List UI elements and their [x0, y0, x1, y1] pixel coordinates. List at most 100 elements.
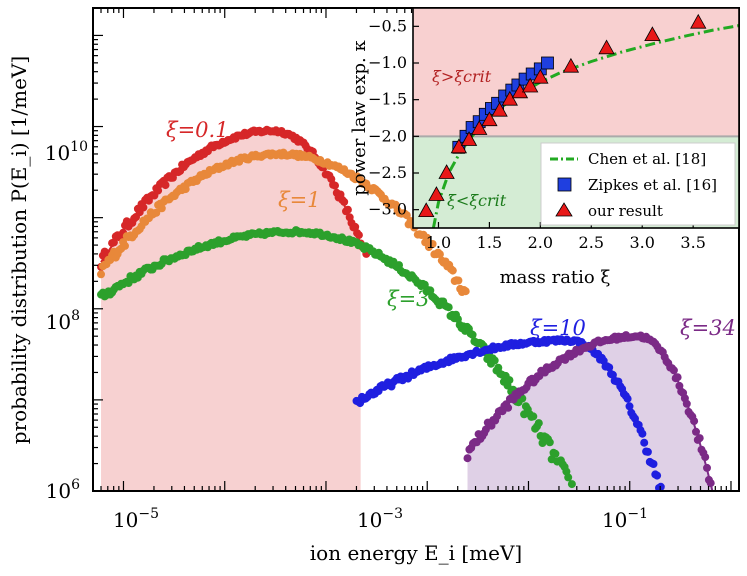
inset-point-ours-11 [532, 68, 549, 84]
inset-y-tick-label: −3.0 [368, 200, 407, 219]
main-y-ticks: 106 108 1010 [45, 139, 88, 503]
inset-region-below-label: ξ<ξcrit [447, 191, 507, 210]
data-point-3-147 [623, 394, 632, 403]
data-point-3-148 [625, 402, 634, 411]
series-label-xi-10: ξ=10 [530, 316, 586, 340]
inset-point-ours-10 [521, 77, 539, 93]
shaded-area-0 [101, 130, 361, 491]
data-point-4-129 [701, 453, 710, 462]
main-shaded-areas [101, 130, 727, 491]
inset-x-tick-label: 2.0 [528, 233, 553, 252]
inset-point-ours-3 [450, 138, 468, 154]
inset-point-ours-2 [438, 164, 455, 179]
data-point-4-0 [463, 454, 472, 463]
data-point-0-7 [109, 238, 118, 247]
y-tick-label-1e8: 108 [46, 308, 80, 334]
inset-point-ours-6 [481, 111, 498, 127]
data-point-2-216 [494, 363, 503, 372]
data-point-0-31 [154, 186, 163, 195]
data-point-1-0 [97, 270, 105, 279]
x-tick-label-1e-5: 10−5 [113, 506, 159, 532]
y-tick-label-1e6: 106 [46, 477, 80, 503]
shaded-area-4 [467, 336, 727, 491]
inset-point-ours-5 [471, 120, 488, 135]
data-point-4-119 [682, 399, 691, 408]
data-point-1-13 [121, 241, 129, 250]
inset-x-tick-label: 2.5 [579, 233, 604, 252]
data-point-2-238 [534, 419, 543, 428]
data-point-4-114 [673, 373, 682, 382]
inset-point-ours-0 [418, 202, 435, 218]
data-point-2-235 [529, 412, 538, 421]
inset-point-ours-13 [598, 39, 615, 55]
data-point-4-22 [504, 403, 513, 412]
inset-ticks: 1.0 1.5 2.0 2.5 3.0 3.5 −3.0 −2.5 −2.0 −1.5 −1.0 −0… [368, 16, 706, 252]
inset-x-axis-label: mass ratio ξ [500, 267, 611, 288]
data-point-0-127 [331, 181, 339, 190]
inset-plot: 1.0 1.5 2.0 2.5 3.0 3.5 −3.0 −2.5 −2.0 −1.5 −1.0 −0… [349, 7, 740, 288]
legend-label-zipkes: Zipkes et al. [16] [588, 176, 717, 194]
data-point-1-184 [435, 250, 444, 259]
data-point-4-124 [692, 427, 700, 436]
data-point-0-134 [343, 205, 352, 214]
data-point-2-244 [545, 438, 554, 447]
data-point-2-247 [551, 449, 560, 458]
inset-point-ours-1 [428, 186, 445, 201]
inset-y-axis-label: power law exp. κ [349, 40, 370, 196]
data-point-2-222 [505, 376, 514, 385]
main-x-ticks: 10−5 10−3 10−1 [113, 506, 648, 532]
x-tick-label-1e-1: 10−1 [602, 506, 648, 532]
data-point-3-158 [643, 447, 652, 456]
inset-y-tick-label: −2.5 [368, 163, 407, 182]
legend-marker-our-result [555, 202, 573, 217]
inset-x-tick-label: 3.5 [680, 233, 705, 252]
inset-x-tick-label: 1.0 [426, 233, 451, 252]
inset-point-ours-4 [460, 131, 478, 146]
data-point-4-132 [706, 479, 715, 488]
series-label-xi-1: ξ=1 [278, 188, 321, 212]
data-point-0-140 [354, 231, 363, 240]
data-point-1-166 [402, 211, 411, 220]
inset-point-ours-8 [501, 90, 518, 106]
x-tick-label-1e-3: 10−3 [357, 506, 403, 532]
data-point-2-189 [444, 303, 453, 312]
inset-y-tick-label: −1.0 [368, 53, 407, 72]
inset-point-zipkes-13 [541, 56, 554, 70]
data-point-3-161 [649, 460, 658, 468]
data-point-3-163 [653, 471, 662, 480]
inset-x-tick-label: 1.5 [477, 233, 502, 252]
inset-point-ours-7 [491, 101, 508, 117]
data-point-2-202 [468, 330, 477, 339]
data-point-0-132 [340, 197, 349, 206]
series-label-xi-0.1: ξ=0.1 [166, 118, 229, 142]
data-point-2-214 [490, 356, 499, 365]
data-point-1-194 [454, 276, 463, 285]
data-point-0-35 [161, 181, 170, 190]
inset-y-tick-label: −2.0 [368, 126, 407, 145]
inset-x-tick-label: 3.0 [629, 233, 654, 252]
data-point-0-23 [139, 203, 148, 212]
inset-legend-box [540, 142, 736, 226]
legend-label-chen: Chen et al. [18] [588, 150, 706, 168]
data-point-2-179 [426, 286, 435, 295]
data-point-3-156 [640, 438, 649, 447]
main-x-axis-label: ion energy E_i [meV] [310, 541, 522, 565]
inset-y-tick-label: −1.5 [368, 90, 407, 109]
series-label-xi-3: ξ=3 [387, 287, 430, 311]
inset-y-tick-label: −0.5 [368, 16, 407, 35]
inset-data-points [418, 13, 707, 218]
inset-point-ours-14 [644, 26, 661, 42]
data-point-4-126 [695, 434, 704, 443]
data-point-1-177 [423, 233, 431, 242]
data-point-4-123 [690, 417, 699, 426]
data-point-4-112 [669, 366, 678, 375]
y-tick-label-1e10: 1010 [45, 139, 88, 165]
data-point-1-191 [448, 266, 457, 275]
legend-marker-zipkes [557, 177, 572, 192]
inset-region-above-label: ξ>ξcrit [432, 67, 492, 86]
data-point-2-254 [564, 473, 573, 482]
inset-frame [412, 7, 740, 229]
series-label-xi-34: ξ=34 [680, 316, 736, 340]
data-point-1-198 [461, 287, 470, 296]
